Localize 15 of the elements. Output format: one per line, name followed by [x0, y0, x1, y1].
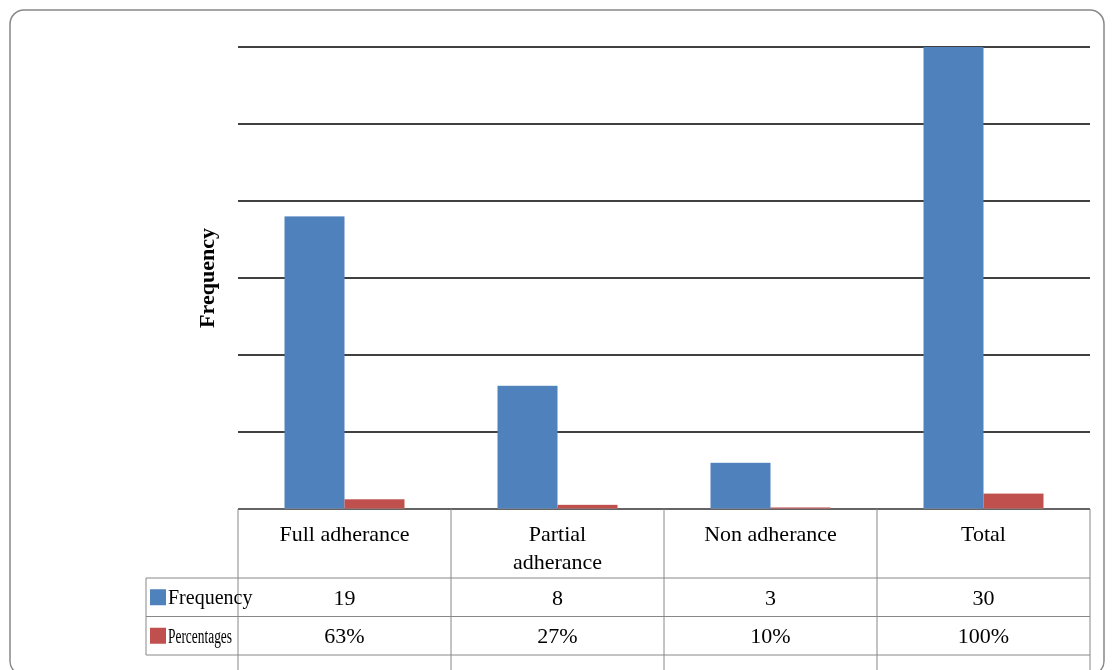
- data-label: 27%: [537, 623, 578, 649]
- data-label: 3: [765, 584, 776, 610]
- x-tick-label: Partial adherance: [512, 521, 603, 574]
- data-label: 63%: [324, 623, 365, 649]
- data-label: 8: [552, 584, 563, 610]
- data-label: 10%: [750, 623, 791, 649]
- x-tick-label: Total: [961, 521, 1006, 546]
- x-tick-label: Non adherance: [704, 521, 837, 546]
- x-tick-label: Full adherance: [279, 521, 410, 546]
- data-label: 19: [333, 584, 356, 610]
- y-axis-title: Frequency: [194, 228, 219, 328]
- data-label: 30: [972, 584, 995, 610]
- legend-label: Percentages: [168, 624, 264, 648]
- data-label: 100%: [957, 623, 1010, 649]
- legend-label: Frequency: [168, 586, 253, 610]
